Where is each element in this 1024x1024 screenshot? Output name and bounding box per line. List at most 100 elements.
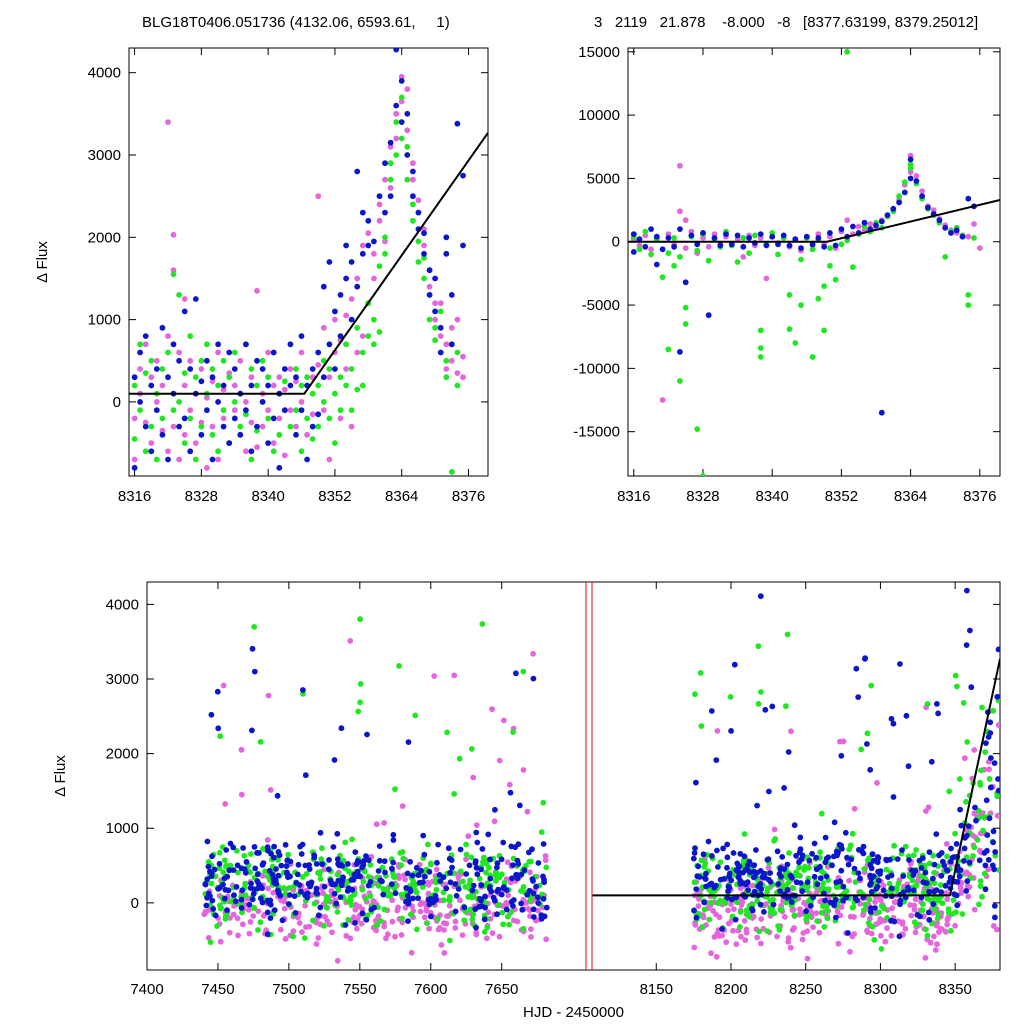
data-point-blue: [779, 854, 786, 860]
data-point-pink: [373, 821, 380, 828]
data-point-pink: [246, 930, 253, 937]
data-point-green: [248, 366, 255, 372]
data-point-blue: [933, 887, 940, 893]
data-point-green: [476, 875, 483, 882]
data-point-green: [792, 340, 799, 346]
data-point-green: [821, 327, 827, 334]
data-point-blue: [460, 242, 466, 249]
data-point-blue: [990, 828, 997, 835]
data-point-blue: [864, 741, 870, 747]
data-point-blue: [973, 817, 979, 824]
data-point-blue: [447, 869, 453, 876]
data-point-pink: [215, 456, 222, 463]
data-point-green: [192, 456, 199, 463]
data-point-pink: [354, 275, 361, 282]
data-point-green: [419, 884, 426, 890]
data-point-blue: [653, 261, 660, 268]
data-point-blue: [938, 850, 945, 856]
data-point-pink: [763, 901, 769, 908]
data-point-green: [758, 689, 764, 695]
data-point-blue: [792, 236, 799, 243]
data-point-blue: [209, 374, 216, 381]
data-point-pink: [976, 245, 983, 252]
data-point-blue: [725, 883, 732, 890]
data-point-blue: [376, 843, 383, 849]
data-point-green: [216, 865, 223, 872]
data-point-pink: [347, 638, 354, 644]
data-point-green: [786, 850, 792, 856]
data-point-blue: [942, 224, 949, 231]
data-point-blue: [822, 859, 829, 866]
data-point-green: [642, 228, 649, 235]
data-point-pink: [454, 370, 461, 376]
data-point-pink: [743, 929, 750, 936]
data-point-green: [671, 235, 677, 241]
data-point-green: [817, 849, 823, 856]
data-point-pink: [426, 283, 433, 290]
data-point-green: [444, 729, 450, 736]
data-point-green: [805, 865, 812, 871]
data-point-green: [737, 909, 744, 915]
data-point-green: [499, 871, 505, 878]
data-point-green: [181, 370, 188, 376]
data-point-pink: [281, 905, 288, 912]
data-point-green: [986, 776, 993, 782]
data-point-green: [846, 846, 853, 853]
data-point-green: [734, 259, 741, 265]
data-point-pink: [153, 399, 160, 405]
data-point-green: [944, 853, 950, 860]
data-point-pink: [187, 357, 194, 364]
data-point-blue: [142, 423, 149, 430]
y-tick-label: 4000: [88, 65, 121, 82]
data-point-blue: [880, 887, 887, 894]
data-point-green: [393, 152, 400, 158]
data-point-blue: [538, 915, 545, 922]
data-point-pink: [730, 927, 736, 934]
data-point-blue: [353, 861, 360, 867]
data-point-blue: [267, 897, 274, 904]
data-point-green: [860, 907, 867, 913]
data-point-blue: [306, 866, 313, 872]
data-point-green: [538, 829, 545, 835]
data-point-pink: [797, 906, 803, 913]
data-point-green: [408, 911, 415, 918]
data-point-pink: [851, 805, 858, 812]
data-point-blue: [463, 871, 470, 877]
data-point-pink: [543, 936, 550, 943]
x-tick-label: 7650: [485, 981, 518, 998]
data-point-green: [376, 263, 383, 269]
data-point-blue: [296, 882, 303, 888]
data-point-blue: [890, 720, 897, 727]
data-point-blue: [918, 865, 925, 871]
data-point-green: [743, 907, 750, 914]
data-point-blue: [951, 891, 958, 898]
data-point-green: [216, 849, 223, 856]
data-point-blue: [926, 888, 932, 895]
data-point-blue: [410, 895, 416, 902]
data-point-green: [207, 939, 214, 946]
data-point-green: [775, 923, 781, 929]
data-point-blue: [254, 423, 260, 430]
y-tick-label: 5000: [587, 170, 620, 187]
data-point-pink: [371, 250, 377, 257]
data-point-blue: [933, 831, 940, 837]
data-point-blue: [410, 193, 416, 200]
data-point-blue: [948, 845, 954, 852]
data-point-green: [494, 871, 501, 878]
data-point-blue: [376, 193, 383, 200]
data-point-pink: [278, 897, 285, 904]
data-point-pink: [501, 717, 507, 724]
y-tick-label: 10000: [578, 107, 620, 124]
data-point-pink: [281, 386, 288, 393]
data-point-green: [701, 864, 707, 870]
data-point-pink: [932, 947, 939, 953]
data-point-blue: [354, 168, 361, 175]
y-tick-label: -5000: [582, 297, 620, 314]
data-point-blue: [719, 926, 725, 932]
data-point-blue: [995, 646, 1000, 653]
data-point-green: [337, 374, 344, 381]
data-point-green: [791, 912, 798, 919]
data-point-blue: [437, 324, 444, 331]
data-point-pink: [376, 201, 383, 208]
data-point-blue: [382, 869, 388, 876]
